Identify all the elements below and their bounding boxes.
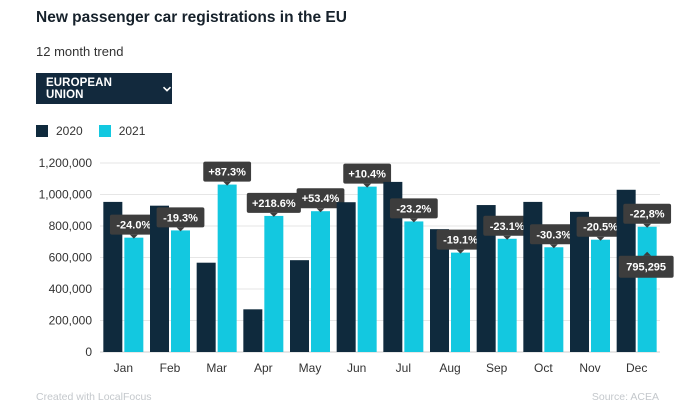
change-label-pointer [596,236,605,241]
y-tick-label: 800,000 [49,219,93,233]
change-label-box [483,215,532,236]
change-label-box [156,207,205,228]
bar-2021-may[interactable] [311,211,330,352]
bar-2020-aug[interactable] [430,229,449,352]
bar-2020-jun[interactable] [336,202,356,352]
x-tick-label: Oct [534,361,553,375]
change-label-box [109,214,158,235]
chart-subtitle: 12 month trend [36,44,124,59]
chart-title: New passenger car registrations in the E… [36,9,347,26]
bar-2020-jan[interactable] [103,201,123,352]
chart-legend: 2020 2021 [36,124,161,138]
x-tick-label: Aug [439,361,460,375]
y-tick-label: 1,000,000 [39,188,93,202]
change-label-pointer [363,183,372,188]
change-label-box [436,229,485,250]
x-tick-label: Dec [626,361,647,375]
legend-swatch-2020 [36,125,48,137]
change-label: +87.3% [208,167,246,179]
change-label-pointer [456,249,465,254]
bar-2021-jun[interactable] [357,186,377,352]
change-label-box [246,192,301,213]
bar-2020-jul[interactable] [383,181,403,352]
bar-2021-apr[interactable] [264,215,284,352]
change-label-box [296,188,345,209]
x-tick-label: Feb [160,361,181,375]
y-tick-label: 200,000 [49,314,93,328]
bar-2021-nov[interactable] [591,239,610,352]
change-label-box [576,216,625,237]
change-label-pointer [409,218,418,223]
bar-2021-feb[interactable] [171,230,190,352]
legend-swatch-2021 [98,125,111,137]
legend-label-2021: 2021 [118,124,146,138]
footer-source: Source: ACEA [591,391,659,403]
legend-label-2020: 2020 [56,124,83,138]
change-label-pointer [223,181,232,186]
y-tick-label: 400,000 [49,282,93,296]
change-label: -19.1% [443,235,478,247]
change-label: -20.5% [583,222,618,234]
change-label-pointer [549,244,558,249]
change-label-pointer [129,234,138,239]
change-label-box [389,198,438,219]
bar-2020-mar[interactable] [196,262,216,352]
x-tick-label: Nov [579,361,600,375]
bar-2021-mar[interactable] [217,184,237,352]
change-label: -19.3% [163,212,198,224]
change-label: +10.4% [348,169,386,181]
bar-2021-oct[interactable] [544,247,564,352]
change-label: +53.4% [302,193,340,205]
change-label-pointer [643,223,652,228]
change-label-pointer [176,227,185,232]
bar-2021-jul[interactable] [404,221,424,352]
bar-2020-nov[interactable] [570,211,589,352]
y-tick-label: 0 [85,345,92,359]
y-tick-label: 600,000 [49,251,93,265]
bar-2020-feb[interactable] [150,205,169,352]
x-tick-label: May [299,361,322,375]
change-label-pointer [316,208,325,213]
region-dropdown[interactable]: EUROPEAN UNION [36,73,172,104]
change-label: -23.1% [490,221,525,233]
x-tick-label: Sep [486,361,508,375]
y-tick-label: 1,200,000 [39,156,93,170]
bar-2021-aug[interactable] [451,252,470,352]
x-tick-label: Mar [206,361,227,375]
region-dropdown-label: EUROPEAN UNION [46,76,112,101]
change-label-box [623,203,672,224]
bar-2021-dec[interactable] [637,226,657,352]
change-label: -30.3% [536,229,571,241]
footer-credit: Created with LocalFocus [36,391,152,403]
change-label: -22,8% [630,209,665,221]
x-tick-label: Jul [396,361,411,375]
value-label-box [618,255,674,278]
change-label-pointer [503,235,512,240]
bar-2020-apr[interactable] [243,309,263,352]
x-tick-label: Apr [254,361,273,375]
change-label: -23.2% [396,203,431,215]
change-label: -24.0% [116,220,151,232]
bar-2020-sep[interactable] [476,205,496,352]
bar-2020-may[interactable] [290,260,309,352]
chevron-down-icon [162,84,172,94]
x-tick-label: Jan [114,361,133,375]
value-label-pointer [643,251,652,256]
x-tick-label: Jun [347,361,366,375]
change-label-pointer [269,212,278,217]
change-label-box [343,163,392,184]
legend-item-2021: 2021 [98,124,146,138]
legend-item-2020: 2020 [36,124,83,138]
bar-2021-sep[interactable] [497,238,517,352]
change-label-box [203,161,252,182]
value-label: 795,295 [626,262,666,274]
change-label: +218.6% [252,198,296,210]
bar-2021-jan[interactable] [124,237,144,352]
change-label-box [529,224,578,245]
